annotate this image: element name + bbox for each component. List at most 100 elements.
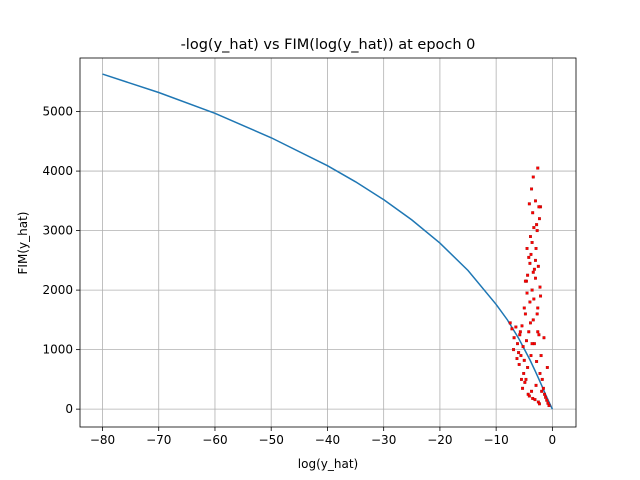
scatter-point xyxy=(523,279,527,283)
scatter-point xyxy=(517,351,521,355)
scatter-point xyxy=(535,223,539,227)
x-tick-label: −10 xyxy=(483,433,508,447)
scatter-point xyxy=(534,258,537,262)
scatter-point xyxy=(538,217,541,221)
scatter-point xyxy=(528,300,532,304)
scatter-point xyxy=(525,339,528,343)
scatter-point xyxy=(527,202,531,206)
y-tick-label: 0 xyxy=(65,402,73,416)
scatter-point xyxy=(516,342,519,346)
curve-line xyxy=(102,73,554,410)
scatter-point xyxy=(519,354,523,358)
scatter-point xyxy=(547,404,551,408)
scatter-point xyxy=(530,241,534,244)
scatter-point xyxy=(538,371,542,375)
x-tick-label: −70 xyxy=(146,433,171,447)
scatter-point xyxy=(532,297,536,301)
scatter-point xyxy=(543,392,546,396)
scatter-point xyxy=(518,333,522,337)
scatter-point xyxy=(530,389,534,393)
x-tick-label: −30 xyxy=(371,433,396,447)
scatter-point xyxy=(545,398,549,402)
scatter-point xyxy=(521,386,525,390)
scatter-point xyxy=(534,383,538,387)
scatter-point xyxy=(534,199,537,203)
scatter-point xyxy=(520,377,523,381)
scatter-point xyxy=(526,366,530,369)
scatter-point xyxy=(541,386,545,390)
scatter-point xyxy=(517,363,521,366)
x-axis-ticks: −80 −70 −60 −50 −40 −30 −20 −10 0 xyxy=(90,427,556,447)
scatter-point xyxy=(535,312,539,316)
scatter-point xyxy=(529,252,533,256)
scatter-point xyxy=(525,291,529,295)
x-axis-label: log(y_hat) xyxy=(298,457,358,471)
y-tick-label: 5000 xyxy=(42,105,73,119)
scatter-point xyxy=(537,205,541,209)
scatter-point xyxy=(542,336,546,340)
scatter-point xyxy=(523,380,527,384)
scatter-point xyxy=(536,166,540,170)
scatter-point xyxy=(540,377,544,381)
y-tick-label: 3000 xyxy=(42,224,73,238)
scatter-point xyxy=(535,360,539,363)
x-tick-label: −50 xyxy=(259,433,284,447)
x-tick-label: −40 xyxy=(315,433,340,447)
scatter-point xyxy=(525,246,529,250)
scatter-point xyxy=(510,327,514,331)
scatter-point xyxy=(528,261,532,265)
scatter-point xyxy=(520,324,524,328)
y-tick-label: 2000 xyxy=(42,283,73,297)
scatter-point xyxy=(521,345,525,349)
y-tick-label: 4000 xyxy=(42,164,73,178)
scatter-point xyxy=(522,306,526,310)
scatter-point xyxy=(529,354,533,358)
scatter-points xyxy=(508,166,551,408)
scatter-point xyxy=(536,330,540,334)
scatter-point xyxy=(522,371,526,375)
scatter-point xyxy=(531,211,535,215)
scatter-point xyxy=(515,357,519,361)
scatter-point xyxy=(518,330,522,334)
scatter-point xyxy=(539,294,543,298)
scatter-point xyxy=(537,333,541,337)
scatter-point xyxy=(530,342,534,346)
scatter-point xyxy=(527,394,531,398)
scatter-point xyxy=(540,389,544,393)
scatter-point xyxy=(539,354,543,358)
scatter-point xyxy=(546,401,550,405)
scatter-point xyxy=(535,229,539,233)
scatter-point xyxy=(538,402,541,406)
x-tick-label: 0 xyxy=(549,433,557,447)
plot-frame xyxy=(79,57,577,428)
scatter-point xyxy=(536,264,540,268)
scatter-point xyxy=(532,226,536,230)
fim-curve xyxy=(102,73,554,410)
scatter-point xyxy=(514,325,518,329)
scatter-point xyxy=(512,336,516,340)
scatter-point xyxy=(534,246,538,250)
scatter-point xyxy=(512,348,516,352)
scatter-point xyxy=(544,395,548,399)
scatter-point xyxy=(536,306,540,310)
scatter-point xyxy=(531,270,535,274)
y-tick-label: 1000 xyxy=(42,343,73,357)
x-tick-label: −20 xyxy=(427,433,452,447)
scatter-point xyxy=(527,255,531,259)
scatter-point xyxy=(530,187,534,191)
scatter-point xyxy=(526,273,530,277)
scatter-point xyxy=(545,366,549,369)
scatter-point xyxy=(530,288,534,292)
scatter-point xyxy=(538,285,542,289)
scatter-point xyxy=(522,358,526,362)
scatter-point xyxy=(524,377,528,381)
scatter-point xyxy=(529,235,532,238)
scatter-point xyxy=(527,330,531,334)
scatter-point xyxy=(508,321,512,325)
x-tick-label: −80 xyxy=(90,433,115,447)
scatter-point xyxy=(534,276,537,280)
chart-title: -log(y_hat) vs FIM(log(y_hat)) at epoch … xyxy=(181,37,476,53)
scatter-point xyxy=(531,318,535,322)
scatter-point xyxy=(529,321,532,325)
